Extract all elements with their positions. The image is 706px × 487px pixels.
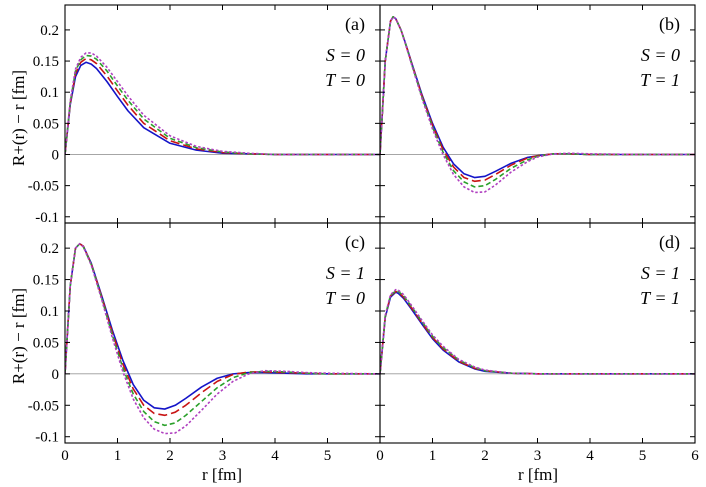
y-tick-label: 0.2 (40, 241, 59, 257)
x-tick-label: 2 (166, 448, 174, 464)
x-tick-label: 5 (324, 448, 332, 464)
x-tick-label: 6 (691, 448, 699, 464)
y-tick-label: -0.05 (28, 398, 59, 414)
series-line-4 (65, 52, 380, 156)
spin-label: S = 1 (326, 263, 365, 283)
x-tick-label: 4 (271, 448, 279, 464)
x-tick-label: 1 (429, 448, 437, 464)
series-line-4 (380, 288, 695, 375)
x-tick-label: 0 (376, 448, 384, 464)
panel-label: (c) (345, 232, 365, 253)
x-tick-label: 5 (639, 448, 647, 464)
isospin-label: T = 1 (640, 288, 680, 308)
isospin-label: T = 0 (325, 288, 365, 308)
y-tick-label: 0.05 (33, 116, 59, 132)
spin-label: S = 1 (641, 263, 680, 283)
panel-label: (a) (345, 14, 365, 35)
y-tick-label: -0.05 (28, 179, 59, 195)
y-tick-label: 0.2 (40, 23, 59, 39)
spin-label: S = 0 (326, 45, 365, 65)
x-axis-label-right: r [fm] (518, 465, 558, 484)
series-line-4 (380, 16, 695, 194)
x-tick-label: 4 (586, 448, 594, 464)
y-tick-label: -0.1 (35, 430, 59, 446)
axis-labels: R+(r) − r [fm] R+(r) − r [fm] r [fm] r [… (9, 70, 558, 484)
x-tick-label: 3 (219, 448, 227, 464)
y-tick-label: 0.15 (33, 273, 59, 289)
panel-a: -0.1 -0.05 0 0.05 0.1 0.15 0.2 (a) S = 0 T = 0 (28, 4, 381, 226)
isospin-label: T = 1 (640, 70, 680, 90)
series-line-1 (380, 16, 695, 179)
y-tick-label: 0.05 (33, 335, 59, 351)
y-axis-label-bottom: R+(r) − r [fm] (9, 288, 28, 384)
y-tick-label: 0.15 (33, 54, 59, 70)
panel-label: (b) (659, 14, 680, 35)
y-axis-label-top: R+(r) − r [fm] (9, 70, 28, 166)
series-group (65, 242, 380, 435)
series-group (380, 288, 695, 375)
y-tick-label: 0 (52, 147, 60, 163)
series-group (65, 52, 380, 156)
y-tick-label: 0 (52, 367, 60, 383)
y-tick-label: 0.1 (40, 304, 59, 320)
x-tick-label: 0 (61, 448, 69, 464)
panel-label: (d) (659, 232, 680, 253)
x-tick-label: 1 (114, 448, 122, 464)
plot-frame (64, 4, 381, 224)
x-axis-label-left: r [fm] (202, 465, 242, 484)
x-tick-label: 3 (534, 448, 542, 464)
panel-b: (b) S = 0 T = 1 (379, 4, 696, 224)
isospin-label: T = 0 (325, 70, 365, 90)
series-group (380, 16, 695, 194)
series-line-4 (65, 242, 380, 435)
series-line-3 (380, 16, 695, 188)
panel-c: -0.1 -0.05 0 0.05 0.1 0.15 0.2 0 1 2 3 4 5 (c) S = 1 T … (28, 222, 381, 464)
plot-frame (379, 222, 696, 444)
spin-label: S = 0 (641, 45, 680, 65)
panel-d: 0 1 2 3 4 5 6 (d) S = 1 T = 1 (376, 222, 699, 464)
y-tick-label: -0.1 (35, 210, 59, 226)
y-tick-label: 0.1 (40, 85, 59, 101)
x-tick-label: 2 (481, 448, 489, 464)
